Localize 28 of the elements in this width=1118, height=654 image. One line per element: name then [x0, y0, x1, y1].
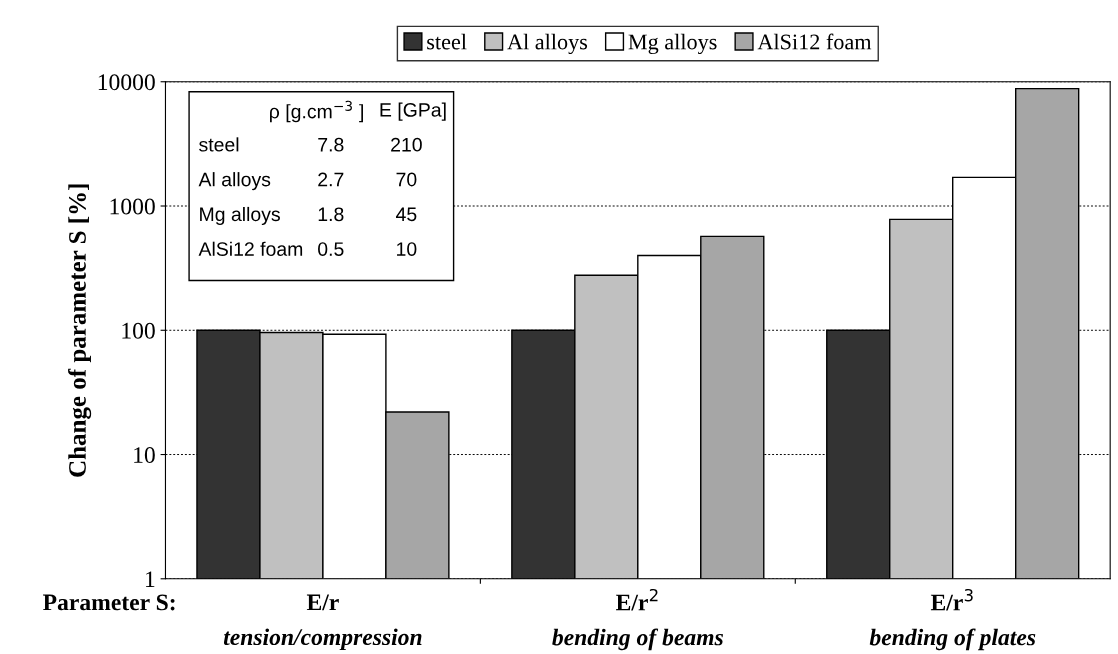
- legend-label: Al alloys: [507, 33, 588, 55]
- annotation: 0.5: [318, 242, 344, 256]
- annotation: Mg alloys: [200, 206, 280, 226]
- annotation: 210: [391, 137, 422, 152]
- y-tick-label: 10000: [98, 74, 155, 91]
- category-label: E/r$^{3}$ bending of plates: [869, 588, 1036, 651]
- annotation: ρ [g.cm$^{−3}$ ]: [270, 100, 363, 123]
- category-label: E/r$^{2}$ bending of beams: [552, 588, 724, 651]
- x-tick-label: E/r tension/compression: [223, 594, 422, 650]
- annotation: 70: [396, 172, 417, 187]
- legend-label: steel: [427, 33, 467, 50]
- x-axis-title: Parameter S:: [43, 594, 175, 611]
- annotation: steel: [199, 137, 239, 152]
- annotation: AlSi12 foam: [198, 241, 303, 256]
- y-tick-label: 100: [122, 322, 155, 339]
- annotation: 45: [396, 207, 417, 222]
- y-tick-label: 1: [146, 571, 155, 587]
- annotation: 7.8: [318, 137, 344, 152]
- annotation: 1.8: [318, 207, 344, 222]
- annotation: 2.7: [318, 172, 344, 187]
- annotation: Al alloys: [198, 172, 271, 191]
- annotation: E [GPa]: [380, 102, 446, 121]
- y-tick-label: 1000: [110, 198, 155, 215]
- annotation: 10: [397, 242, 417, 256]
- legend-label: AlSi12 foam: [757, 33, 872, 50]
- y-axis-title: Change of parameter S [%]: [68, 184, 92, 477]
- y-tick-label: 10: [134, 447, 155, 463]
- legend-label: Mg alloys: [628, 33, 717, 55]
